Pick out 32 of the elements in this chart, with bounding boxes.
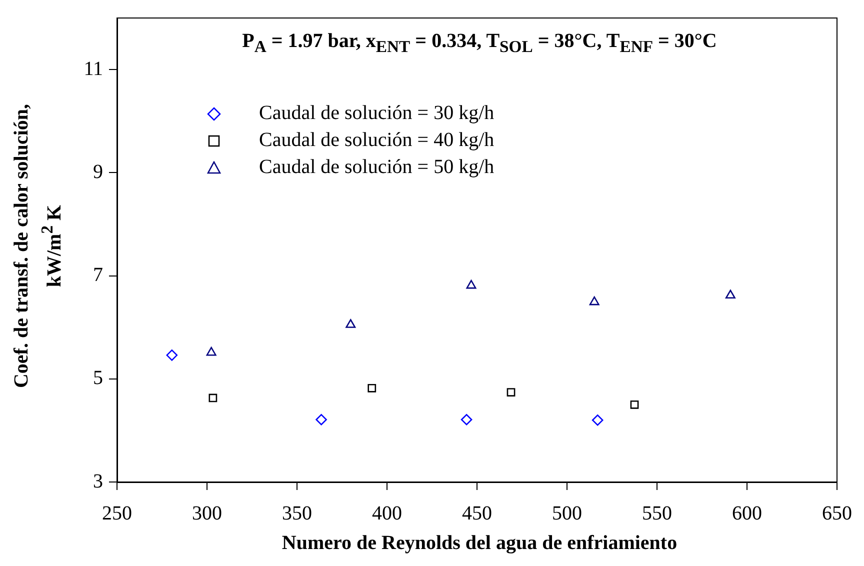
x-tick-label: 600 — [732, 502, 762, 524]
point — [630, 400, 639, 409]
point — [725, 290, 736, 299]
legend-label: Caudal de solución = 30 kg/h — [259, 101, 494, 126]
point — [316, 414, 327, 426]
legend-label: Caudal de solución = 40 kg/h — [259, 128, 494, 153]
y-tick-label: 11 — [84, 58, 103, 80]
x-tick-label: 450 — [462, 502, 492, 524]
chart-title: P$_{A}$ = 1.97 bar, x$_{ENT}$ = 0.334, T$_{SOL}$ = 38°C, T$_{ENF}$ = 30°C — [242, 30, 717, 56]
point — [506, 388, 516, 396]
legend-label: Caudal de solución = 50 kg/h — [259, 155, 494, 180]
point — [592, 414, 604, 426]
point — [208, 394, 218, 402]
y-tick-label: 9 — [93, 160, 103, 183]
point — [466, 280, 476, 289]
x-tick-label: 400 — [372, 502, 402, 524]
x-tick-label: 500 — [552, 502, 582, 524]
point — [346, 319, 356, 328]
x-tick-label: 650 — [822, 502, 852, 524]
y-tick-label: 7 — [93, 264, 103, 286]
point — [206, 346, 216, 356]
point — [589, 296, 600, 306]
point — [368, 384, 376, 392]
x-tick-label: 350 — [282, 502, 312, 524]
x-tick-label: 300 — [192, 502, 222, 524]
x-tick-label: 250 — [102, 502, 132, 524]
point — [460, 414, 472, 426]
x-tick-label: 550 — [642, 502, 672, 524]
y-tick-label: 3 — [93, 470, 103, 492]
x-axis-title: Numero de Reynolds del agua de enfriamiento — [280, 532, 678, 555]
point — [166, 350, 178, 361]
y-tick-label: 5 — [93, 367, 103, 390]
